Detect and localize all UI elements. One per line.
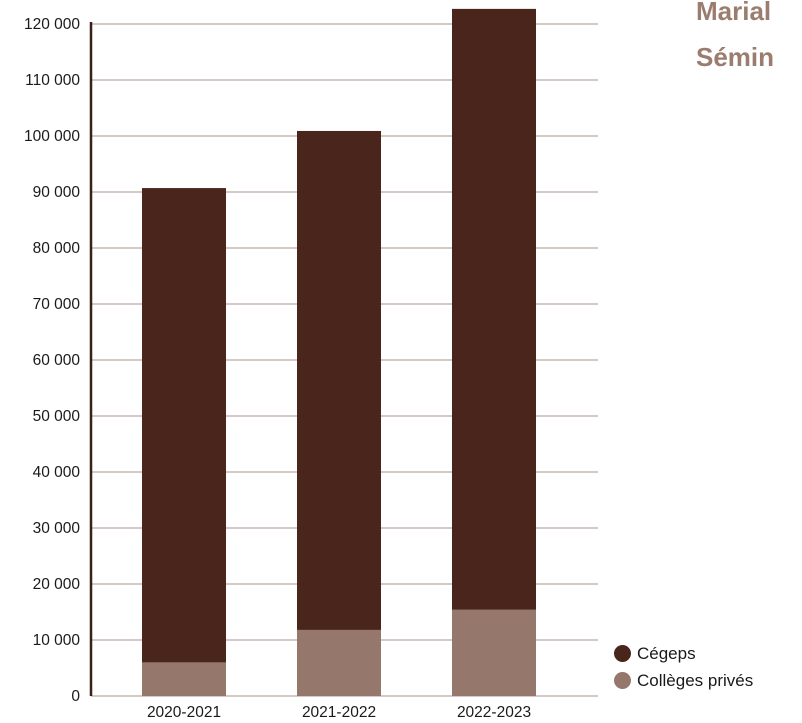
y-tick-label: 120 000: [24, 16, 80, 33]
side-title-line-1: Marial: [696, 0, 772, 26]
y-tick-label: 100 000: [24, 128, 80, 145]
bar-colleges-prives-2021-2022: [297, 629, 381, 696]
y-tick-label: 10 000: [33, 632, 81, 649]
legend-label-colleges-prives: Collèges privés: [637, 670, 754, 690]
legend-label-cegeps: Cégeps: [637, 643, 696, 663]
y-tick-label: 60 000: [33, 352, 81, 369]
legend-item-cegeps: Cégeps: [614, 640, 753, 667]
x-axis-ticks: 2020-2021 2021-2022 2022-2023: [147, 704, 531, 721]
y-tick-label: 90 000: [33, 184, 81, 201]
legend: Cégeps Collèges privés: [614, 640, 753, 694]
y-axis-ticks: 0 10 000 20 000 30 000 40 000 50 000 60 000 70 …: [24, 16, 80, 705]
bar-cegeps-2020-2021: [142, 188, 226, 663]
bar-cegeps-2022-2023: [452, 8, 536, 610]
y-tick-label: 80 000: [33, 240, 81, 257]
y-tick-label: 20 000: [33, 576, 81, 593]
side-title-line-2: Sémin: [696, 42, 775, 72]
x-tick-label: 2020-2021: [147, 704, 221, 721]
bar-colleges-prives-2022-2023: [452, 609, 536, 696]
y-tick-label: 0: [71, 688, 80, 705]
legend-dot-cegeps: [614, 645, 631, 662]
legend-item-colleges-prives: Collèges privés: [614, 667, 753, 694]
y-tick-label: 110 000: [25, 72, 80, 89]
y-tick-label: 70 000: [33, 296, 81, 313]
y-tick-label: 50 000: [33, 408, 81, 425]
bar-colleges-prives-2020-2021: [142, 662, 226, 696]
x-tick-label: 2022-2023: [457, 704, 531, 721]
x-tick-label: 2021-2022: [302, 704, 376, 721]
y-tick-label: 40 000: [33, 464, 81, 481]
y-tick-label: 30 000: [33, 520, 81, 537]
bar-cegeps-2021-2022: [297, 130, 381, 630]
bars: [142, 8, 536, 696]
legend-dot-colleges-prives: [614, 672, 631, 689]
